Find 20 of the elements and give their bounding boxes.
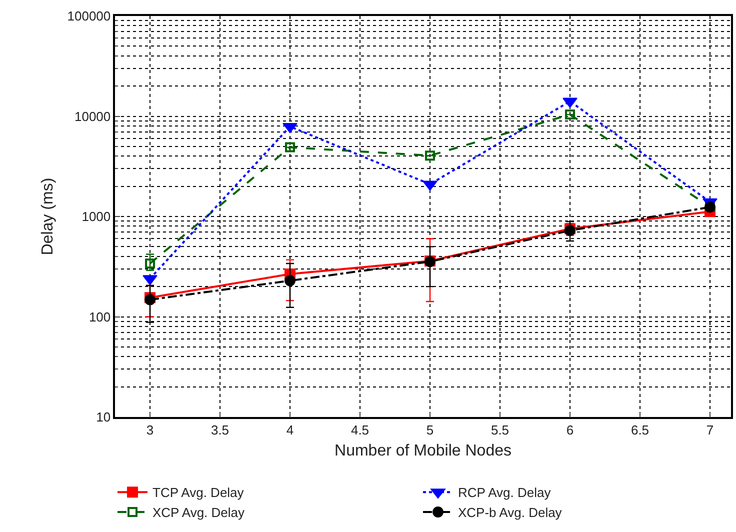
x-tick-label: 3 xyxy=(146,422,154,438)
x-tick-label: 4.5 xyxy=(350,422,370,438)
y-tick-label: 10 xyxy=(96,410,111,425)
legend-label: XCP Avg. Delay xyxy=(152,505,246,520)
x-tick-label: 3.5 xyxy=(210,422,230,438)
y-tick-label: 1000 xyxy=(82,209,111,224)
y-tick-label: 100000 xyxy=(67,8,111,24)
y-axis-title: Delay (ms) xyxy=(40,178,57,256)
legend-label: RCP Avg. Delay xyxy=(458,485,552,500)
x-tick-label: 4 xyxy=(286,422,294,438)
legend-label: TCP Avg. Delay xyxy=(152,485,244,500)
y-tick-label: 10000 xyxy=(74,108,111,124)
x-tick-label: 6.5 xyxy=(630,422,650,438)
x-tick-label: 5 xyxy=(426,422,434,438)
x-axis-title: Number of Mobile Nodes xyxy=(334,442,512,460)
x-tick-label: 6 xyxy=(566,422,574,438)
legend-label: XCP-b Avg. Delay xyxy=(458,505,562,520)
x-tick-label: 5.5 xyxy=(490,422,510,438)
x-tick-label: 7 xyxy=(706,422,714,438)
y-tick-label: 100 xyxy=(88,309,111,324)
